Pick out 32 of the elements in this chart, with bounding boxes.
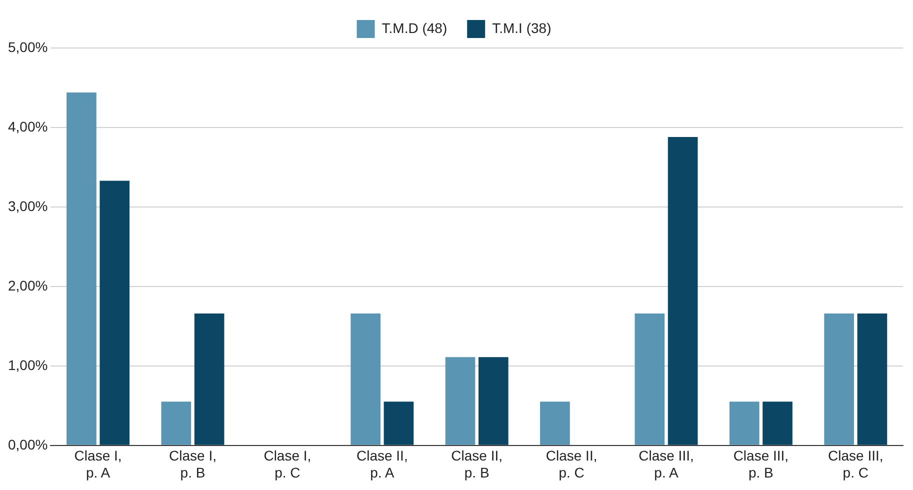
bar <box>445 357 476 445</box>
bar <box>66 92 96 445</box>
x-tick-label: Clase II, p. A <box>356 448 408 480</box>
bar <box>668 137 698 445</box>
x-tick-label: Clase I, p. C <box>264 448 312 480</box>
y-tick-label: 0,00% <box>8 436 48 452</box>
legend-label: T.M.D (48) <box>382 20 448 36</box>
y-tick-label: 3,00% <box>8 198 48 214</box>
y-tick-label: 5,00% <box>8 38 48 55</box>
bar <box>161 402 192 445</box>
y-tick-label: 4,00% <box>8 118 48 134</box>
bar <box>824 313 854 445</box>
bar <box>540 402 570 445</box>
x-tick-label: Clase II, p. C <box>546 448 598 480</box>
bar <box>729 402 760 445</box>
x-tick-label: Clase III, p. A <box>638 448 694 480</box>
bar <box>100 180 130 445</box>
bar <box>384 402 414 445</box>
y-tick-label: 1,00% <box>8 356 48 373</box>
x-tick-label: Clase II, p. B <box>451 448 503 480</box>
x-tick-label: Clase III, p. C <box>828 448 884 480</box>
x-tick-label: Clase III, p. B <box>733 448 789 480</box>
bar <box>478 357 508 445</box>
x-tick-label: Clase I, p. A <box>74 448 122 480</box>
bar <box>634 313 665 445</box>
x-tick-label: Clase I, p. B <box>169 448 216 480</box>
y-tick-label: 2,00% <box>8 277 48 294</box>
legend-label: T.M.I (38) <box>492 20 552 36</box>
bar <box>762 402 792 445</box>
bar <box>857 313 888 445</box>
bar <box>350 313 380 445</box>
bar <box>194 313 224 445</box>
